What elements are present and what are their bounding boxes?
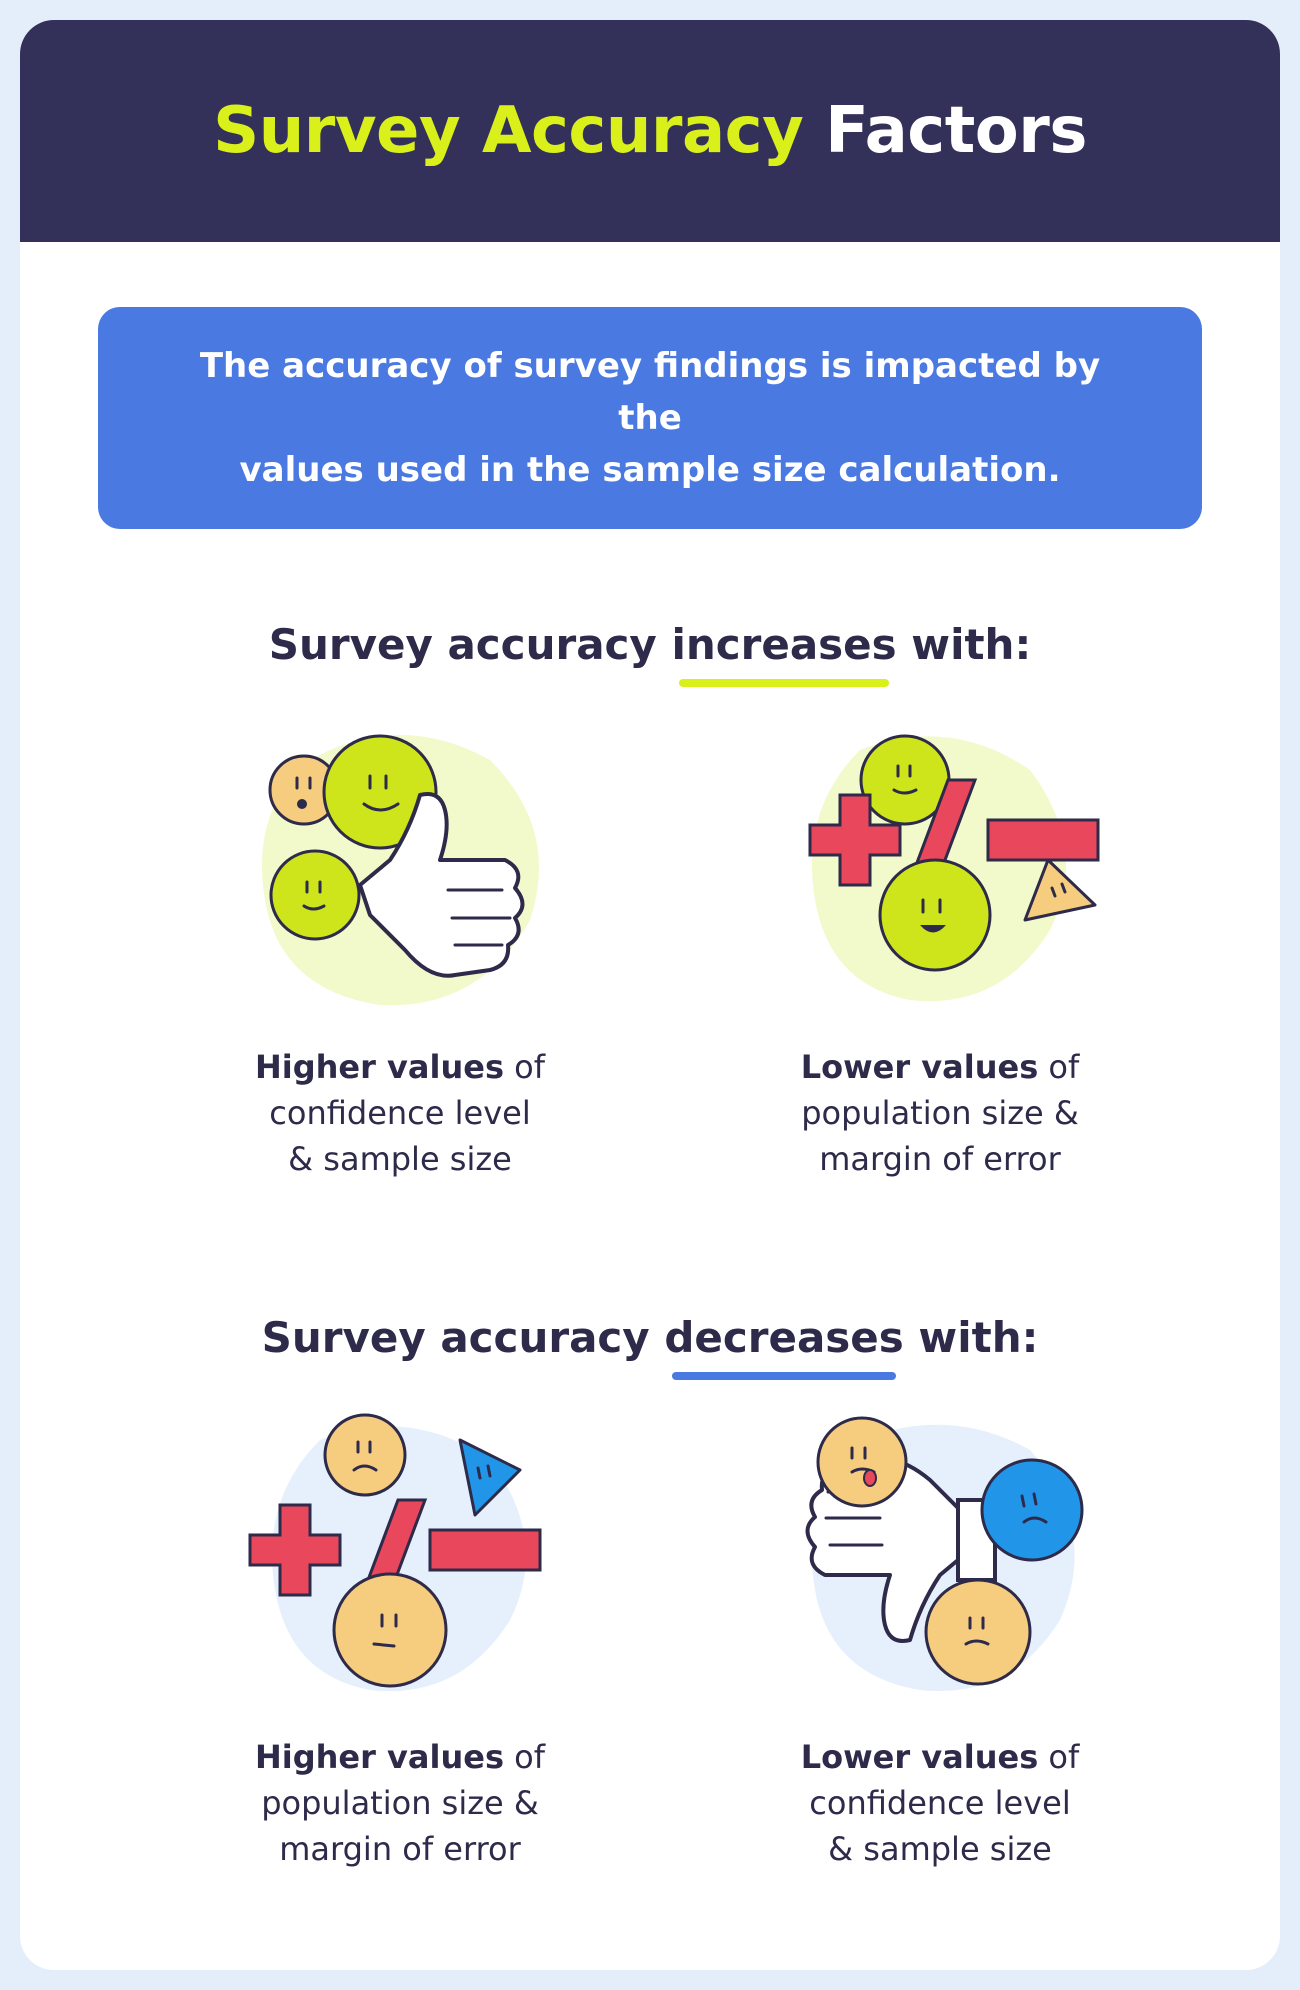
caption-line-2: confidence level xyxy=(269,1094,531,1132)
infographic-card: Survey Accuracy Factors The accuracy of … xyxy=(20,20,1280,1970)
caption-of: of xyxy=(514,1048,546,1086)
decreases-keyword: decreases xyxy=(664,1313,904,1362)
caption-bold: Higher values xyxy=(254,1738,504,1776)
decreases-heading: Survey accuracy decreases with: xyxy=(20,1313,1280,1380)
math-symbols-sad-icon xyxy=(248,1413,542,1692)
increases-heading: Survey accuracy increases with: xyxy=(20,620,1280,687)
increases-prefix: Survey accuracy xyxy=(268,620,657,669)
caption-line-3: margin of error xyxy=(819,1140,1061,1178)
decrease-item-1: Higher values of population size & margi… xyxy=(150,1410,650,1872)
decrease-item-2-caption: Lower values of confidence level & sampl… xyxy=(690,1734,1190,1872)
caption-line-2: population size & xyxy=(261,1784,539,1822)
caption-of: of xyxy=(1048,1048,1080,1086)
caption-line-2: population size & xyxy=(801,1094,1079,1132)
decreases-suffix: with: xyxy=(918,1313,1039,1362)
caption-line-3: margin of error xyxy=(279,1830,521,1868)
caption-line-3: & sample size xyxy=(288,1140,512,1178)
increase-item-2-caption: Lower values of population size & margin… xyxy=(690,1044,1190,1182)
decrease-item-2: Lower values of confidence level & sampl… xyxy=(690,1410,1190,1872)
thumbs-up-icon xyxy=(262,734,539,1006)
intro-line-1: The accuracy of survey findings is impac… xyxy=(199,346,1101,438)
decreases-keyword-wrap: decreases xyxy=(664,1313,904,1380)
caption-bold: Lower values xyxy=(800,1048,1039,1086)
caption-bold: Lower values xyxy=(800,1738,1039,1776)
title-rest: Factors xyxy=(825,94,1087,168)
increase-item-2: Lower values of population size & margin… xyxy=(690,720,1190,1182)
caption-of: of xyxy=(514,1738,546,1776)
caption-of: of xyxy=(1048,1738,1080,1776)
increases-suffix: with: xyxy=(911,620,1032,669)
decreases-underline xyxy=(672,1372,896,1380)
header: Survey Accuracy Factors xyxy=(20,20,1280,242)
thumbs-down-icon xyxy=(805,1416,1084,1692)
increase-item-1: Higher values of confidence level & samp… xyxy=(150,720,650,1182)
intro-line-2: values used in the sample size calculati… xyxy=(239,450,1061,490)
title-accent: Survey Accuracy xyxy=(213,94,804,168)
page-title: Survey Accuracy Factors xyxy=(213,94,1087,168)
caption-line-3: & sample size xyxy=(828,1830,1052,1868)
increases-keyword: increases xyxy=(671,620,897,669)
decreases-prefix: Survey accuracy xyxy=(261,1313,650,1362)
math-symbols-happy-icon xyxy=(808,734,1100,1002)
increase-item-1-caption: Higher values of confidence level & samp… xyxy=(150,1044,650,1182)
caption-bold: Higher values xyxy=(254,1048,504,1086)
increases-underline xyxy=(679,679,889,687)
intro-banner: The accuracy of survey findings is impac… xyxy=(98,307,1202,529)
intro-text: The accuracy of survey findings is impac… xyxy=(170,340,1130,496)
caption-line-2: confidence level xyxy=(809,1784,1071,1822)
decrease-item-1-caption: Higher values of population size & margi… xyxy=(150,1734,650,1872)
increases-keyword-wrap: increases xyxy=(671,620,897,687)
